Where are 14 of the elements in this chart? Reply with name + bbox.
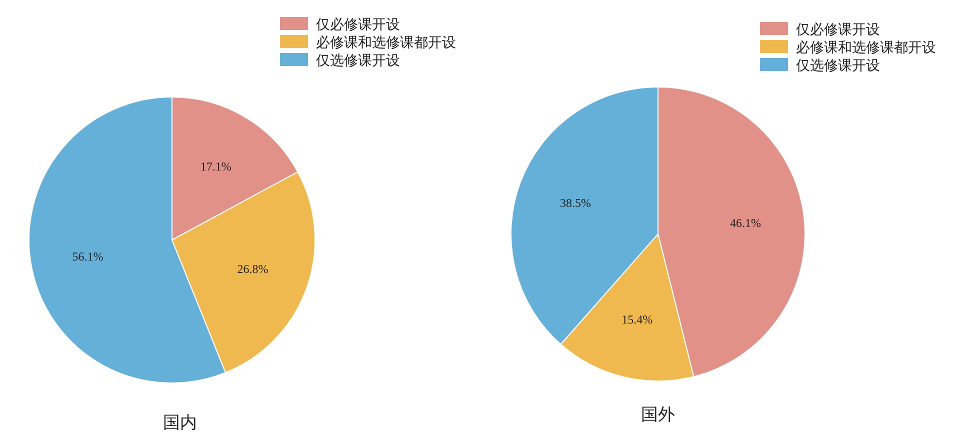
legend-label: 必修课和选修课都开设 xyxy=(316,35,456,51)
legend-label: 仅选修课开设 xyxy=(316,53,400,69)
data-label: 46.1% xyxy=(730,216,762,230)
legend-label: 必修课和选修课都开设 xyxy=(796,40,936,56)
data-label: 56.1% xyxy=(72,249,104,264)
text: 国外 xyxy=(641,405,675,424)
legend-label: 仅选修课开设 xyxy=(796,58,880,74)
legend-label: 仅必修课开设 xyxy=(316,17,400,33)
data-label: 15.4% xyxy=(622,312,653,327)
text: 国内 xyxy=(163,413,197,432)
data-label: 17.1% xyxy=(200,159,232,174)
legend-label: 仅必修课开设 xyxy=(796,22,880,38)
data-label: 26.8% xyxy=(237,262,268,276)
data-label: 38.5% xyxy=(560,196,591,210)
